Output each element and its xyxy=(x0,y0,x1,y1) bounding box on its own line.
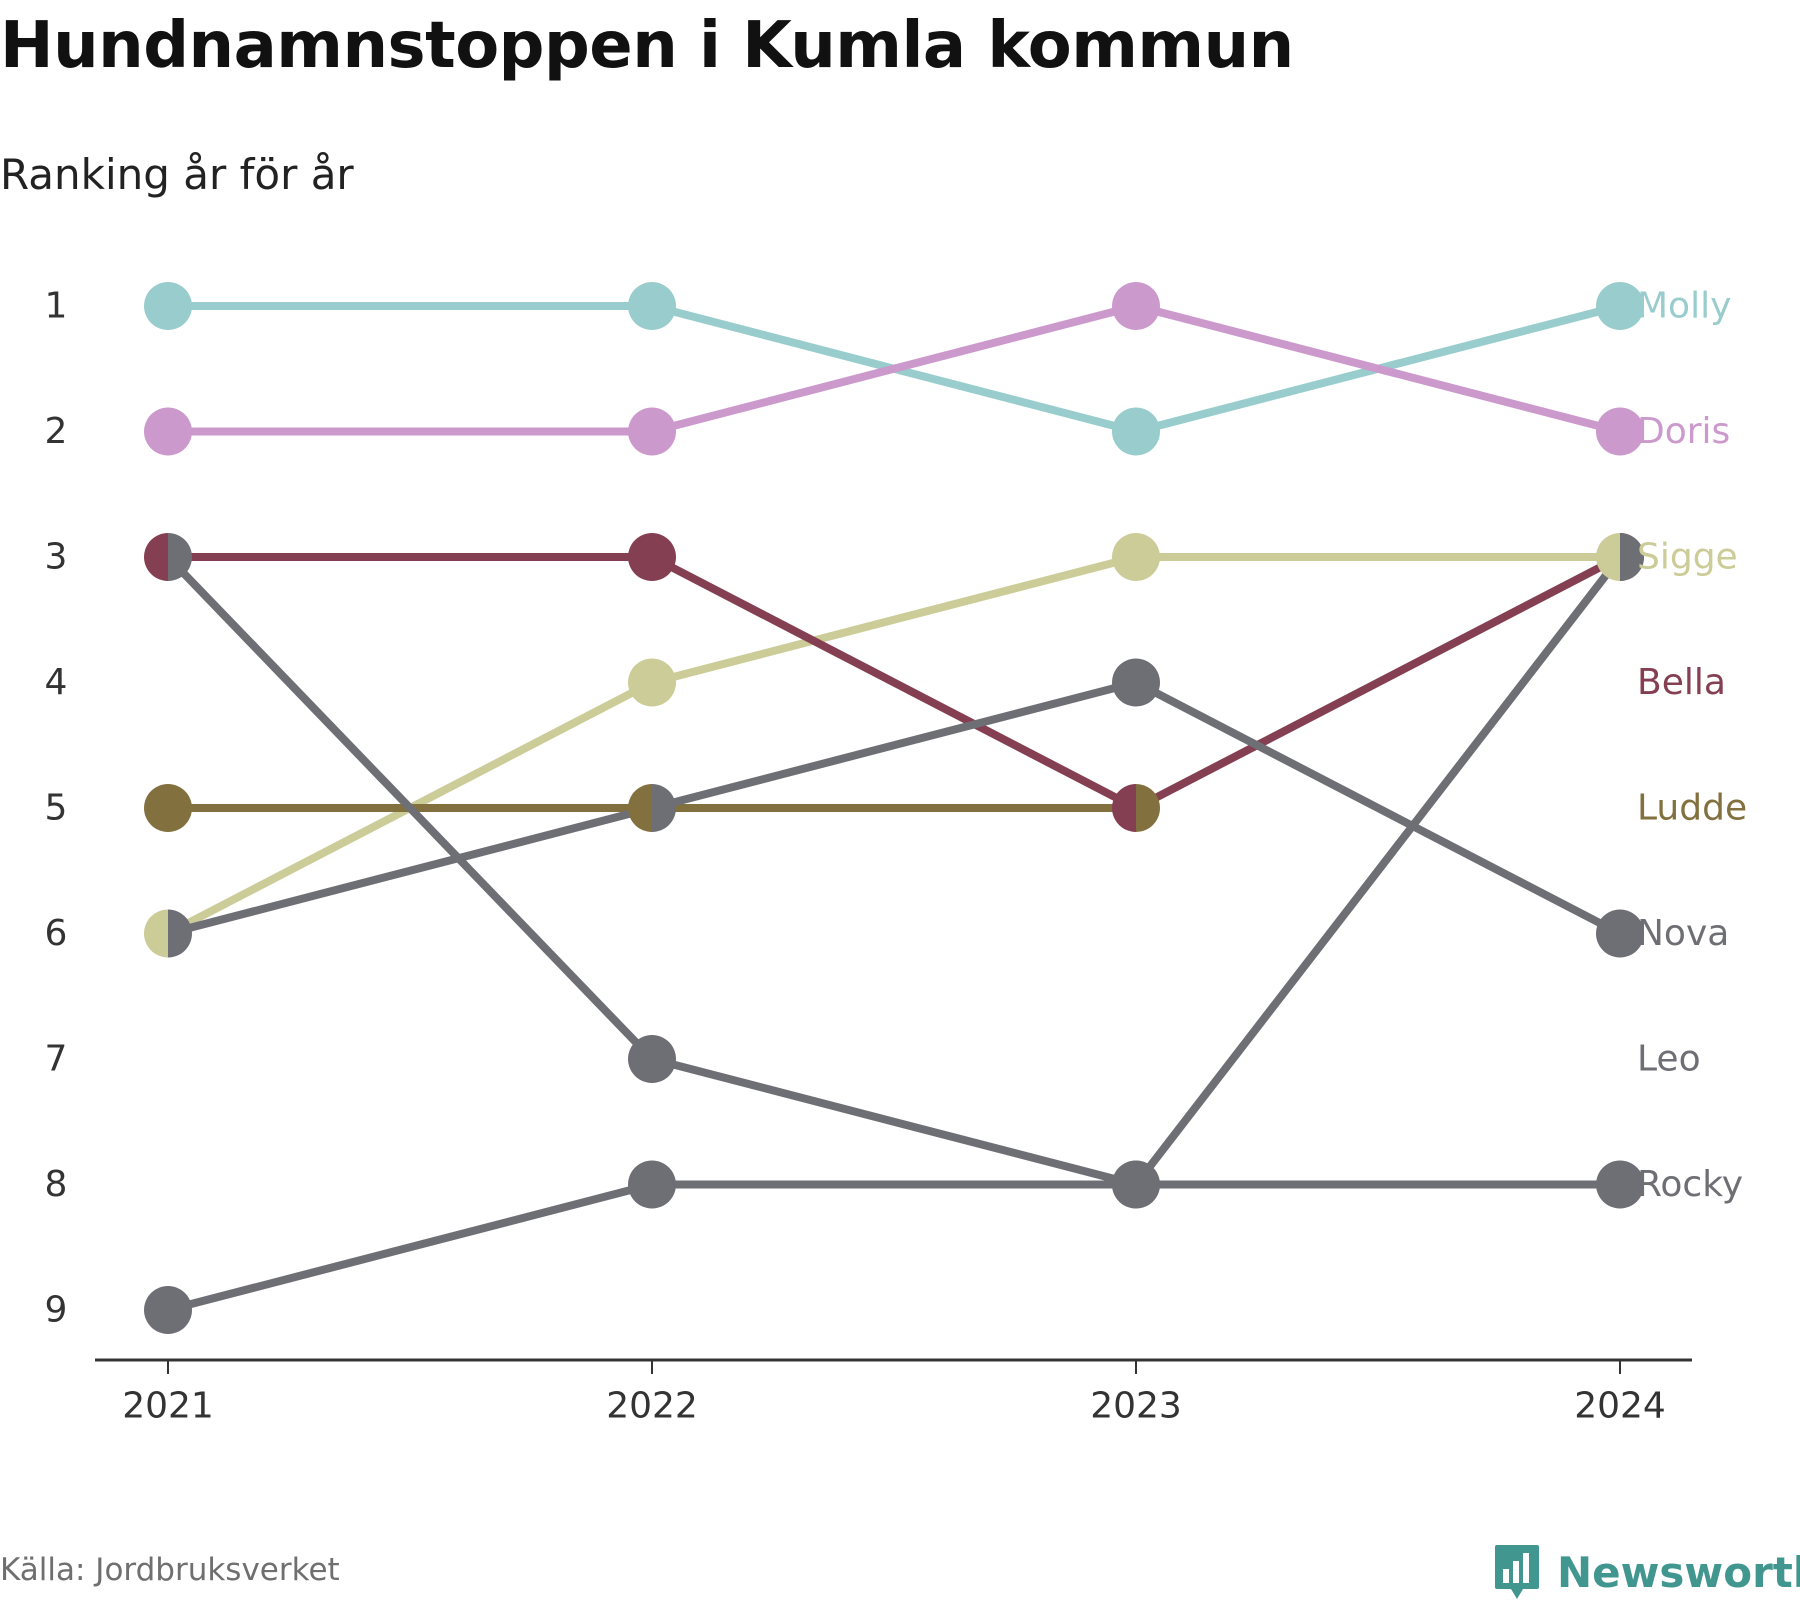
series-label-rocky: Rocky xyxy=(1637,1164,1743,1205)
series-label-sigge: Sigge xyxy=(1637,537,1738,578)
y-tick-label: 1 xyxy=(45,286,68,327)
brand-logo: Newsworthy xyxy=(1493,1543,1800,1601)
data-point-rocky xyxy=(628,1160,676,1209)
y-tick-label: 9 xyxy=(45,1290,68,1331)
source-note: Källa: Jordbruksverket xyxy=(0,1552,340,1588)
data-point-molly xyxy=(144,282,192,330)
y-tick-label: 4 xyxy=(45,662,68,703)
x-tick-label: 2021 xyxy=(122,1386,214,1427)
x-tick-label: 2023 xyxy=(1090,1386,1182,1427)
data-point-rocky xyxy=(1596,1160,1644,1209)
data-point-doris xyxy=(628,407,676,456)
data-point-nova xyxy=(1112,658,1160,707)
series-label-leo: Leo xyxy=(1637,1039,1701,1080)
data-point-rocky xyxy=(1112,1160,1160,1209)
series-label-molly: Molly xyxy=(1637,286,1731,327)
data-point-doris xyxy=(144,407,192,456)
chart-bubble-icon xyxy=(1495,1545,1539,1599)
data-point-rocky xyxy=(144,1286,192,1334)
series-line-bella xyxy=(168,553,1622,812)
data-point-bella xyxy=(628,533,676,581)
data-point-doris xyxy=(1596,407,1644,456)
data-point-sigge xyxy=(1112,533,1160,581)
data-point-molly xyxy=(1112,407,1160,456)
series-label-bella: Bella xyxy=(1637,662,1726,703)
y-tick-label: 8 xyxy=(45,1164,68,1205)
y-tick-label: 7 xyxy=(45,1039,68,1080)
x-tick-label: 2022 xyxy=(606,1386,698,1427)
y-tick-label: 5 xyxy=(45,788,68,829)
brand-name: Newsworthy xyxy=(1557,1547,1800,1597)
data-point-molly xyxy=(1596,282,1644,330)
series-label-doris: Doris xyxy=(1637,411,1730,452)
series-line-nova xyxy=(166,678,1622,938)
series-line-doris xyxy=(168,302,1622,436)
data-point-molly xyxy=(628,282,676,330)
data-point-sigge xyxy=(628,658,676,707)
series-line-leo xyxy=(165,554,1624,1189)
series-line-rocky xyxy=(166,1180,1620,1314)
series-label-ludde: Ludde xyxy=(1637,788,1747,829)
bump-chart: 1 2 3 4 5 6 7 8 9 2021 2022 2023 2024 Molly Doris Sigge… xyxy=(45,282,1747,1427)
y-tick-label: 3 xyxy=(45,537,68,578)
x-tick-label: 2024 xyxy=(1574,1386,1666,1427)
chart-title: Hundnamnstoppen i Kumla kommun xyxy=(0,9,1294,83)
y-tick-label: 2 xyxy=(45,411,68,452)
data-point-leo xyxy=(628,1035,676,1083)
y-tick-label: 6 xyxy=(45,913,68,954)
data-point-nova xyxy=(1596,909,1644,958)
data-point-doris xyxy=(1112,282,1160,330)
chart-subtitle: Ranking år för år xyxy=(0,150,354,199)
data-point-ludde xyxy=(144,784,192,832)
series-label-nova: Nova xyxy=(1637,913,1729,954)
